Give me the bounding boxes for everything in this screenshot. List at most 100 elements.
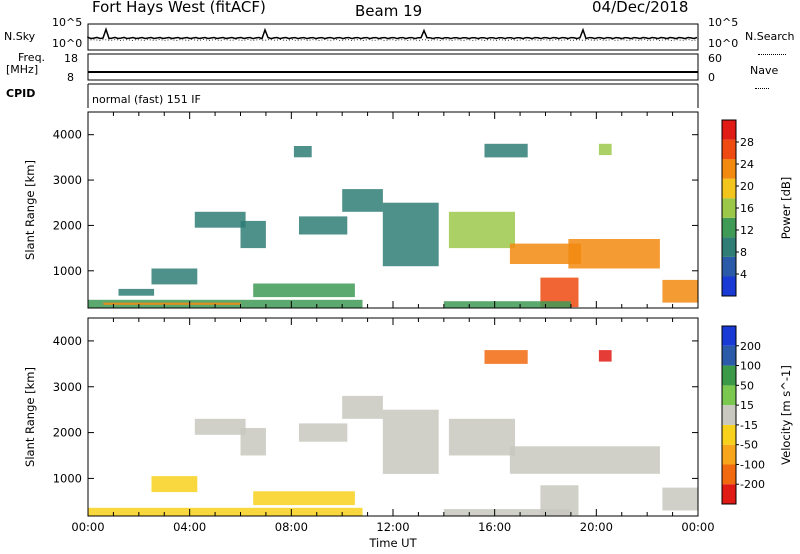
data-cell [598, 350, 612, 362]
y-tick-label: 2000 [53, 426, 82, 440]
data-cell [253, 491, 355, 506]
colorbar-swatch [722, 424, 736, 445]
colorbar-tick-label: -15 [740, 419, 758, 432]
colorbar-tick-label: 20 [740, 180, 754, 193]
data-cell [240, 220, 266, 249]
y-tick-label: 3000 [53, 380, 82, 394]
data-cell [443, 509, 571, 516]
colorbar-swatch [722, 159, 736, 179]
data-cell [568, 239, 660, 269]
data-cell [151, 268, 198, 285]
data-cell [509, 446, 660, 474]
colorbar-swatch [722, 326, 736, 346]
cpid-label: CPID [6, 87, 36, 100]
date-label: 04/Dec/2018 [592, 0, 689, 16]
data-cell [293, 146, 312, 158]
velocity-panel: 4000 3000 2000 1000 Slant Range [km] 00:00 04:… [23, 317, 715, 550]
freq-label-2: [MHz] [6, 63, 39, 76]
y-tick-label: 4000 [53, 128, 82, 142]
data-cell [443, 301, 571, 308]
data-cell [598, 143, 612, 156]
data-cell [299, 216, 348, 235]
data-cell [118, 288, 155, 296]
colorbar-tick-label: 28 [740, 136, 754, 149]
colorbar-swatch [722, 276, 736, 296]
nave-tick-top: 60 [708, 52, 722, 65]
colorbar-swatch [722, 405, 736, 425]
colorbar-tick-label: 8 [740, 246, 747, 259]
nsearch-legend-line [758, 40, 786, 59]
colorbar-swatch [722, 365, 736, 386]
colorbar-tick-label: 200 [740, 340, 761, 353]
freq-strip-frame [87, 53, 699, 81]
data-cell [382, 409, 439, 474]
colorbar-tick-label: 4 [740, 268, 747, 281]
colorbar-swatch [722, 464, 736, 485]
data-cell [448, 418, 515, 456]
colorbar-swatch [722, 178, 736, 199]
nsearch-trace [87, 39, 697, 41]
colorbar-tick-label: 50 [740, 379, 754, 392]
colorbar-swatch [722, 237, 736, 257]
colorbars: 28 24 20 16 12 8 4 Power [dB] 200 100 50 15 -15 -50 -1… [721, 119, 793, 505]
data-cell [484, 143, 528, 158]
freq-tick-top: 18 [64, 52, 78, 65]
y-tick-label: 1000 [53, 264, 82, 278]
nsearch-tick-bottom: 10^0 [708, 37, 739, 50]
freq-tick-bottom: 8 [67, 71, 74, 84]
x-tick-label: 00:00 [71, 520, 104, 534]
data-cell [240, 428, 266, 456]
data-cell [382, 202, 439, 267]
data-cell [509, 243, 582, 264]
colorbar-tick-label: -50 [740, 439, 758, 452]
colorbar-swatch [722, 139, 736, 160]
y-axis-label: Slant Range [km] [23, 160, 37, 260]
data-cell [88, 507, 363, 517]
y-tick-label: 2000 [53, 218, 82, 232]
colorbar-label: Velocity [m s^-1] [779, 365, 793, 465]
x-tick-label: 12:00 [376, 520, 409, 534]
freq-label-1: Freq. [18, 51, 46, 64]
x-tick-label: 16:00 [478, 520, 511, 534]
data-cell [448, 211, 515, 249]
power-panel: 4000 3000 2000 1000 Slant Range [km] [23, 111, 699, 309]
cpid-text: normal (fast) 151 IF [92, 93, 201, 106]
data-cell [194, 211, 246, 228]
colorbar-swatch [722, 120, 736, 140]
data-cell [662, 279, 698, 303]
summary-strips [87, 23, 699, 108]
colorbar-frame [721, 325, 737, 505]
colorbar-swatch [722, 217, 736, 238]
x-tick-label: 20:00 [580, 520, 613, 534]
data-cell [151, 476, 198, 493]
nsky-label: N.Sky [4, 30, 36, 43]
colorbar-label: Power [dB] [779, 177, 793, 240]
nave-label: Nave [750, 64, 779, 77]
colorbar-tick-label: -200 [740, 478, 765, 491]
data-cell [194, 418, 246, 435]
station-title: Fort Hays West (fitACF) [92, 0, 266, 16]
colorbar-tick-label: 16 [740, 202, 754, 215]
colorbar-swatch [722, 484, 736, 504]
colorbar-swatch [722, 444, 736, 465]
x-tick-label: 08:00 [275, 520, 308, 534]
colorbar-swatch [722, 256, 736, 277]
beam-label: Beam 19 [355, 2, 423, 20]
colorbar-swatch [722, 345, 736, 366]
colorbar-swatch [722, 385, 736, 406]
y-tick-label: 1000 [53, 471, 82, 485]
y-tick-label: 4000 [53, 334, 82, 348]
data-cell [484, 350, 528, 364]
nsky-trace [87, 27, 698, 40]
x-tick-label: 00:00 [681, 520, 714, 534]
data-cell [299, 423, 348, 442]
data-cell [342, 189, 383, 212]
colorbar-tick-label: 24 [740, 158, 754, 171]
nsky-tick-top: 10^5 [52, 16, 83, 29]
data-cell [342, 395, 383, 419]
nsearch-label: N.Search [745, 30, 795, 43]
x-axis-label: Time UT [368, 536, 417, 550]
data-cell [662, 487, 698, 511]
colorbar-tick-label: 100 [740, 360, 761, 373]
